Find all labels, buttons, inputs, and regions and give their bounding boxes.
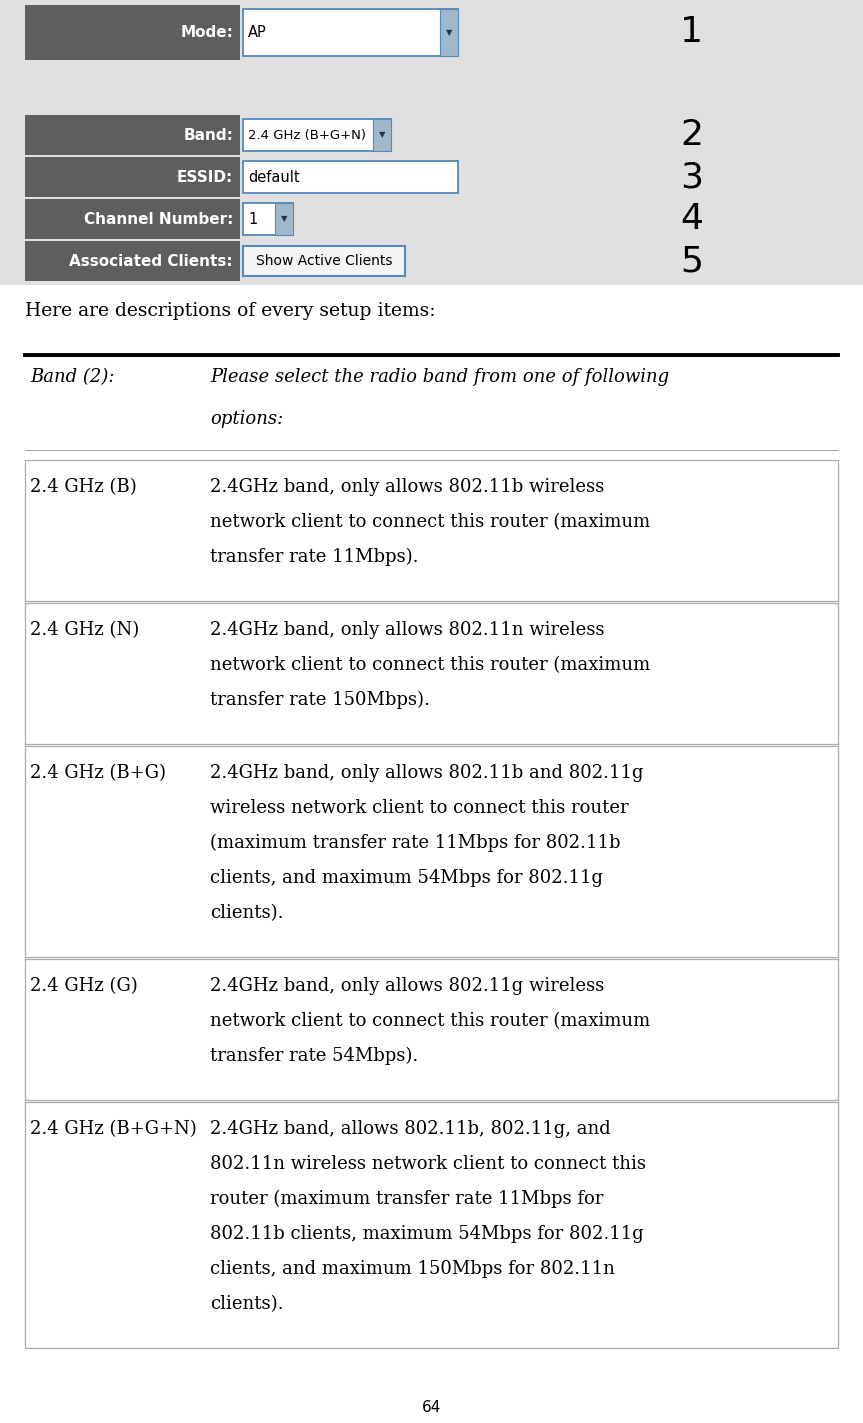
Bar <box>25 959 838 1100</box>
Text: 802.11n wireless network client to connect this: 802.11n wireless network client to conne… <box>210 1155 646 1173</box>
Bar <box>25 746 838 958</box>
Text: Channel Number:: Channel Number: <box>84 212 233 226</box>
Bar <box>243 161 458 194</box>
Text: clients).: clients). <box>210 904 284 922</box>
Text: wireless network client to connect this router: wireless network client to connect this … <box>210 798 628 817</box>
Text: default: default <box>248 169 299 185</box>
Text: network client to connect this router (maximum: network client to connect this router (m… <box>210 1012 650 1030</box>
Text: 2.4 GHz (B+G): 2.4 GHz (B+G) <box>30 764 166 783</box>
Text: ▼: ▼ <box>280 215 287 223</box>
Bar <box>275 203 293 235</box>
Text: 2.4 GHz (N): 2.4 GHz (N) <box>30 620 139 639</box>
Bar <box>25 157 240 196</box>
Bar <box>25 115 838 155</box>
Text: Mode:: Mode: <box>180 26 233 40</box>
Text: 4: 4 <box>680 202 703 236</box>
Text: 2.4 GHz (B+G+N): 2.4 GHz (B+G+N) <box>30 1120 197 1138</box>
Bar <box>25 115 240 155</box>
Text: 2.4GHz band, only allows 802.11g wireless: 2.4GHz band, only allows 802.11g wireles… <box>210 978 604 995</box>
Text: 802.11b clients, maximum 54Mbps for 802.11g: 802.11b clients, maximum 54Mbps for 802.… <box>210 1225 644 1244</box>
Bar <box>243 246 405 276</box>
Bar <box>25 603 838 744</box>
Text: 1: 1 <box>680 16 703 50</box>
Bar <box>25 240 240 280</box>
Text: 1: 1 <box>248 212 257 226</box>
Bar <box>0 285 863 1423</box>
Bar <box>25 6 240 60</box>
Text: 2.4 GHz (G): 2.4 GHz (G) <box>30 978 138 995</box>
Bar <box>25 199 240 239</box>
Text: clients).: clients). <box>210 1295 284 1313</box>
Bar <box>25 240 838 280</box>
Bar <box>243 120 391 151</box>
Bar <box>25 6 838 60</box>
Text: Show Active Clients: Show Active Clients <box>255 253 393 268</box>
Bar <box>243 203 293 235</box>
Text: 2: 2 <box>680 118 703 152</box>
Text: 2.4GHz band, only allows 802.11b wireless: 2.4GHz band, only allows 802.11b wireles… <box>210 478 604 497</box>
Bar <box>440 9 458 55</box>
Bar <box>25 157 838 196</box>
Text: router (maximum transfer rate 11Mbps for: router (maximum transfer rate 11Mbps for <box>210 1190 603 1208</box>
Text: transfer rate 54Mbps).: transfer rate 54Mbps). <box>210 1047 419 1066</box>
Bar <box>25 460 838 601</box>
Text: 3: 3 <box>680 159 703 194</box>
Text: Here are descriptions of every setup items:: Here are descriptions of every setup ite… <box>25 302 436 320</box>
Bar <box>373 120 391 151</box>
Bar <box>25 1101 838 1348</box>
Text: Band:: Band: <box>183 128 233 142</box>
Text: network client to connect this router (maximum: network client to connect this router (m… <box>210 656 650 675</box>
Text: transfer rate 150Mbps).: transfer rate 150Mbps). <box>210 692 430 709</box>
Text: Associated Clients:: Associated Clients: <box>69 253 233 269</box>
Text: 2.4 GHz (B): 2.4 GHz (B) <box>30 478 136 497</box>
Text: transfer rate 11Mbps).: transfer rate 11Mbps). <box>210 548 419 566</box>
Text: 2.4 GHz (B+G+N): 2.4 GHz (B+G+N) <box>248 128 366 141</box>
Text: 2.4GHz band, only allows 802.11b and 802.11g: 2.4GHz band, only allows 802.11b and 802… <box>210 764 644 783</box>
Text: ▼: ▼ <box>379 131 385 139</box>
Bar <box>25 199 838 239</box>
Text: ▼: ▼ <box>446 28 452 37</box>
Text: clients, and maximum 150Mbps for 802.11n: clients, and maximum 150Mbps for 802.11n <box>210 1259 614 1278</box>
Text: 2.4GHz band, only allows 802.11n wireless: 2.4GHz band, only allows 802.11n wireles… <box>210 620 604 639</box>
Text: 5: 5 <box>680 243 703 277</box>
Text: 2.4GHz band, allows 802.11b, 802.11g, and: 2.4GHz band, allows 802.11b, 802.11g, an… <box>210 1120 611 1138</box>
Bar <box>243 9 458 55</box>
Text: AP: AP <box>248 26 267 40</box>
Text: options:: options: <box>210 410 283 428</box>
Text: 64: 64 <box>422 1400 441 1416</box>
Text: ESSID:: ESSID: <box>177 169 233 185</box>
Text: Band (2):: Band (2): <box>30 369 115 386</box>
Text: network client to connect this router (maximum: network client to connect this router (m… <box>210 514 650 531</box>
Text: Please select the radio band from one of following: Please select the radio band from one of… <box>210 369 669 386</box>
Text: clients, and maximum 54Mbps for 802.11g: clients, and maximum 54Mbps for 802.11g <box>210 869 603 887</box>
Text: (maximum transfer rate 11Mbps for 802.11b: (maximum transfer rate 11Mbps for 802.11… <box>210 834 620 852</box>
